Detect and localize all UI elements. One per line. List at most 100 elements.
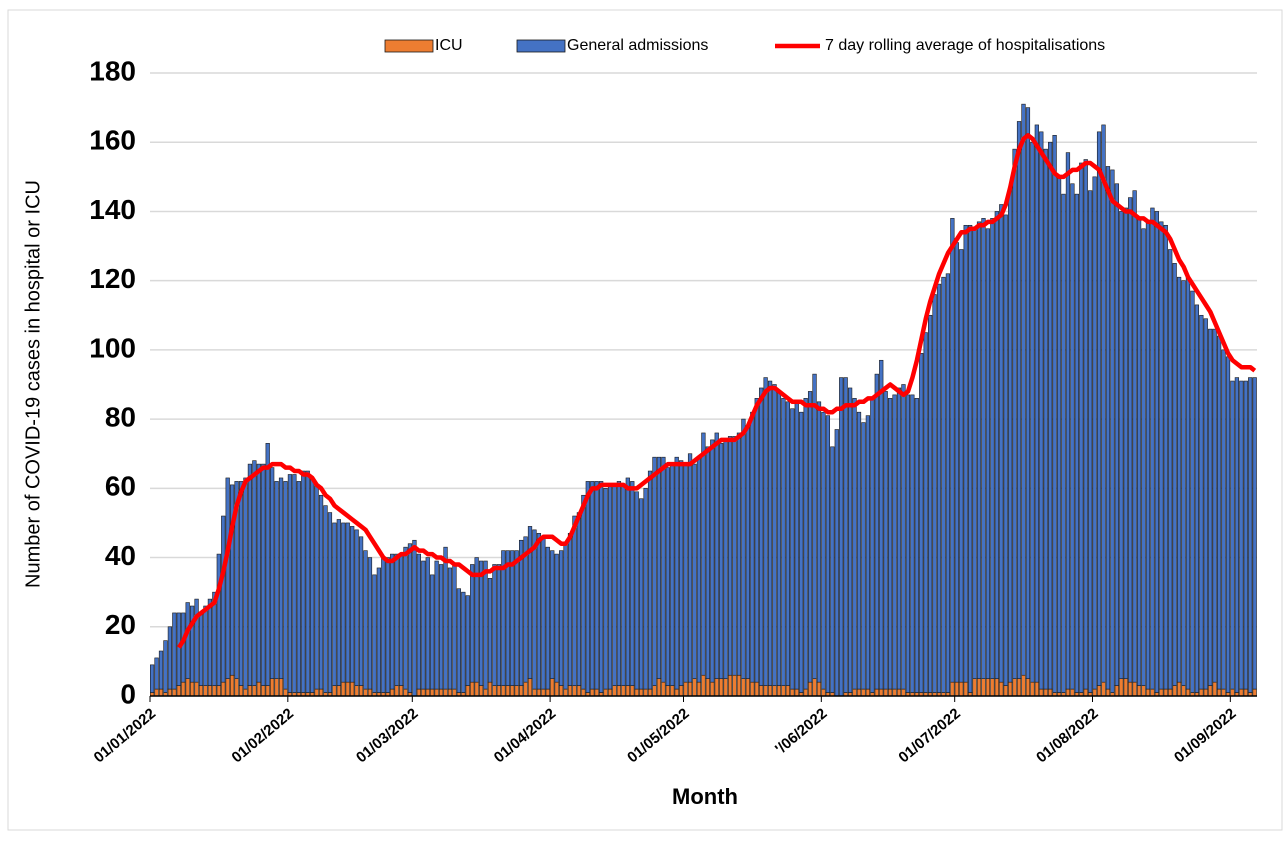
bar bbox=[1243, 688, 1248, 697]
bar bbox=[1185, 276, 1191, 690]
bar bbox=[981, 678, 986, 697]
bar bbox=[812, 373, 817, 679]
bar bbox=[772, 685, 777, 697]
bar bbox=[1110, 169, 1115, 693]
bar bbox=[985, 228, 991, 679]
bar bbox=[652, 456, 657, 686]
bar bbox=[1185, 688, 1191, 697]
bar bbox=[563, 543, 568, 690]
bar bbox=[163, 640, 168, 693]
bar bbox=[643, 488, 648, 690]
bar bbox=[527, 678, 533, 697]
bar bbox=[247, 463, 253, 686]
bar bbox=[274, 481, 279, 679]
bar bbox=[1034, 124, 1039, 683]
bar bbox=[510, 550, 515, 686]
bar bbox=[190, 681, 195, 697]
bar bbox=[1074, 193, 1079, 693]
bar bbox=[230, 674, 235, 697]
bar bbox=[625, 685, 630, 697]
bar bbox=[1043, 148, 1048, 690]
bar bbox=[1203, 688, 1208, 697]
legend-label: 7 day rolling average of hospitalisation… bbox=[825, 37, 1105, 54]
bar bbox=[692, 463, 697, 679]
bar bbox=[212, 685, 217, 697]
bar bbox=[554, 553, 559, 683]
bar bbox=[785, 401, 790, 686]
bar bbox=[261, 685, 266, 697]
bar bbox=[487, 578, 493, 683]
bar bbox=[670, 685, 675, 697]
bar bbox=[176, 612, 181, 686]
bar bbox=[505, 685, 510, 697]
bar bbox=[639, 498, 644, 690]
bar bbox=[1065, 688, 1071, 697]
bar bbox=[679, 460, 684, 686]
bar bbox=[1145, 221, 1151, 690]
bar bbox=[776, 391, 782, 686]
bar bbox=[772, 384, 777, 686]
bar bbox=[701, 674, 706, 697]
bar bbox=[518, 685, 524, 697]
bar bbox=[1003, 214, 1008, 686]
bar bbox=[216, 553, 221, 686]
bar bbox=[656, 456, 662, 679]
bar bbox=[443, 688, 448, 697]
bar bbox=[1092, 688, 1097, 697]
bar bbox=[865, 688, 871, 697]
bar bbox=[261, 463, 266, 686]
bar bbox=[763, 377, 768, 686]
bar bbox=[634, 491, 639, 690]
bar bbox=[1203, 318, 1208, 690]
bar bbox=[861, 422, 866, 690]
bar bbox=[172, 612, 177, 690]
bar bbox=[723, 678, 728, 697]
bar bbox=[1181, 685, 1186, 697]
bar bbox=[492, 685, 497, 697]
bar bbox=[1132, 681, 1137, 697]
bar bbox=[883, 688, 888, 697]
bar bbox=[550, 678, 555, 697]
bar bbox=[576, 512, 582, 686]
bar bbox=[1012, 678, 1017, 697]
bar bbox=[968, 224, 973, 693]
bar bbox=[172, 688, 177, 697]
bar bbox=[327, 512, 333, 693]
bar bbox=[950, 681, 955, 697]
bar bbox=[1030, 141, 1035, 683]
bar bbox=[1025, 678, 1031, 697]
bar bbox=[830, 446, 835, 693]
bar bbox=[701, 432, 706, 676]
bar bbox=[928, 314, 933, 693]
bar bbox=[452, 564, 457, 690]
bar bbox=[154, 657, 159, 690]
bar bbox=[887, 688, 893, 697]
bar bbox=[1119, 211, 1124, 679]
bar bbox=[1168, 249, 1173, 690]
bar bbox=[1065, 152, 1071, 690]
bar bbox=[310, 477, 315, 693]
bar bbox=[363, 688, 368, 697]
bar bbox=[1039, 131, 1044, 690]
bar bbox=[821, 411, 826, 690]
bar bbox=[883, 391, 888, 690]
bar bbox=[959, 249, 964, 683]
bar bbox=[212, 591, 217, 686]
bar bbox=[1096, 131, 1102, 686]
bar bbox=[461, 591, 466, 693]
bar bbox=[1048, 688, 1053, 697]
bar bbox=[563, 688, 568, 697]
bar bbox=[430, 574, 435, 690]
bar bbox=[292, 474, 297, 693]
bar bbox=[301, 470, 306, 693]
y-tick-label: 120 bbox=[89, 263, 136, 294]
bar bbox=[381, 557, 386, 693]
bar bbox=[727, 674, 733, 697]
bar bbox=[554, 681, 559, 697]
legend-label: ICU bbox=[435, 37, 463, 54]
bar bbox=[398, 553, 404, 686]
bar bbox=[1096, 685, 1102, 697]
bar bbox=[185, 678, 190, 697]
bar bbox=[1181, 280, 1186, 686]
bar bbox=[923, 332, 928, 693]
